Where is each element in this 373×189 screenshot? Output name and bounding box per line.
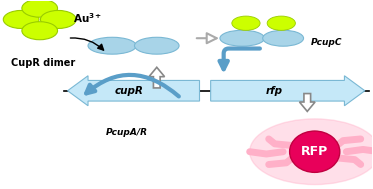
Circle shape: [232, 16, 260, 30]
Text: rfp: rfp: [265, 86, 282, 96]
Text: RFP: RFP: [301, 145, 328, 158]
Ellipse shape: [289, 131, 340, 172]
FancyArrow shape: [300, 94, 315, 111]
Circle shape: [22, 22, 57, 40]
Circle shape: [3, 10, 39, 29]
Text: $\mathbf{Au^{3+}}$: $\mathbf{Au^{3+}}$: [73, 12, 103, 25]
Text: PcupC: PcupC: [311, 38, 342, 47]
Ellipse shape: [135, 37, 179, 54]
Text: CupR dimer: CupR dimer: [11, 58, 76, 68]
Circle shape: [267, 16, 295, 30]
Text: PcupA/R: PcupA/R: [106, 129, 148, 137]
Circle shape: [22, 0, 57, 17]
Ellipse shape: [220, 30, 264, 46]
Circle shape: [250, 119, 373, 184]
Circle shape: [40, 10, 76, 29]
FancyArrow shape: [149, 67, 164, 88]
Ellipse shape: [263, 30, 304, 46]
Text: cupR: cupR: [115, 86, 143, 96]
FancyArrow shape: [211, 76, 365, 106]
FancyArrow shape: [68, 76, 200, 106]
Ellipse shape: [88, 37, 137, 54]
